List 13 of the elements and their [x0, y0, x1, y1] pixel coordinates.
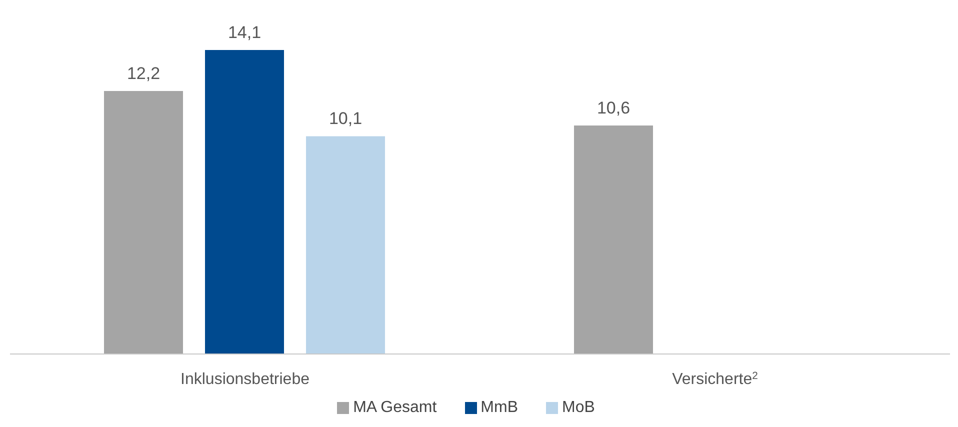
x-tick-label: Inklusionsbetriebe — [180, 371, 310, 388]
data-label: 10,1 — [328, 109, 362, 128]
bar — [574, 125, 653, 354]
bar — [104, 90, 183, 354]
legend-label: MmB — [480, 399, 518, 416]
bar — [306, 136, 385, 354]
x-tick-label: Versicherte$^{2}$ — [672, 370, 758, 388]
bar — [205, 50, 284, 354]
legend-label: MA Gesamt — [353, 399, 437, 416]
data-label: 14,1 — [228, 23, 262, 42]
data-label: 12,2 — [126, 64, 160, 83]
legend-label: MoB — [562, 399, 595, 416]
data-label: 10,6 — [596, 98, 630, 118]
